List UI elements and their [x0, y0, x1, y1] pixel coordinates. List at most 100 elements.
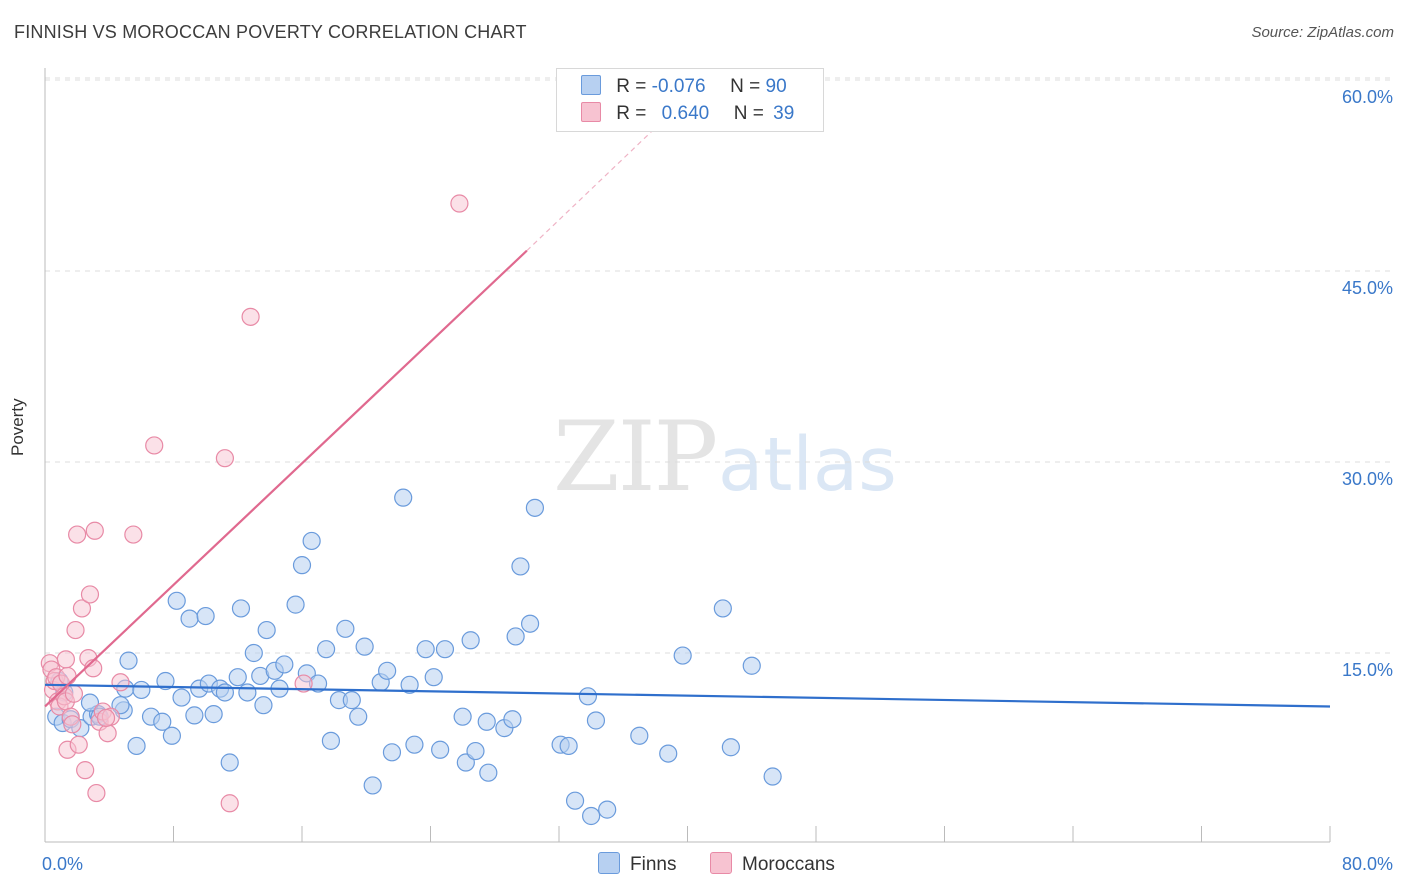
finns-r-value: -0.076: [651, 76, 706, 97]
legend-item-moroccans[interactable]: Moroccans: [710, 852, 835, 876]
finns-point: [156, 671, 175, 691]
moroccans-point: [68, 525, 87, 544]
moroccans-point: [85, 521, 104, 540]
finns-point: [244, 643, 263, 663]
moroccans-point: [111, 673, 130, 692]
moroccans-trend-extension: [526, 130, 653, 252]
finns-trend-line: [44, 683, 1331, 708]
finns-point: [394, 488, 413, 507]
finns-point: [405, 735, 424, 754]
moroccans-legend-swatch: [710, 852, 732, 874]
moroccans-point: [96, 708, 116, 728]
moroccans-point: [98, 724, 117, 743]
finns-point: [231, 599, 251, 618]
finns-point: [763, 767, 782, 786]
moroccans-point: [63, 715, 82, 734]
finns-r-label: R =: [616, 76, 647, 97]
finns-point: [196, 606, 215, 626]
finns-point: [630, 726, 649, 745]
finns-point: [453, 707, 472, 726]
moroccans-point: [220, 794, 239, 813]
finns-point: [659, 744, 678, 763]
finns-point: [503, 710, 522, 729]
finns-point: [461, 631, 480, 650]
watermark: ZIP atlas: [553, 401, 897, 513]
finns-point: [400, 675, 419, 694]
finns-point: [204, 705, 223, 724]
finns-point: [228, 668, 247, 687]
finns-point: [162, 726, 181, 745]
finns-point: [355, 637, 374, 656]
finns-point: [132, 680, 151, 700]
finns-point: [238, 683, 257, 702]
moroccans-point: [66, 620, 85, 640]
moroccans-point: [64, 684, 84, 703]
finns-n-value: 90: [765, 76, 787, 97]
finns-point: [316, 640, 336, 659]
finns-point: [185, 706, 204, 725]
moroccans-point: [80, 585, 100, 604]
finns-point: [153, 712, 172, 731]
finns-point: [292, 556, 312, 575]
finns-point: [565, 791, 585, 810]
source-note: Source: ZipAtlas.com: [1251, 24, 1394, 41]
legend-row-finns: R = -0.076 N = 90: [581, 75, 787, 99]
moroccans-point: [58, 666, 77, 686]
finns-point: [742, 656, 761, 675]
finns-point: [302, 531, 321, 551]
finns-legend-swatch: [598, 852, 620, 874]
finns-point: [578, 687, 598, 706]
moroccans-n-value: 39: [773, 103, 795, 124]
finns-point: [511, 557, 530, 576]
moroccans-point: [241, 307, 260, 326]
moroccans-point: [87, 783, 106, 803]
finns-point: [586, 711, 606, 730]
finns-point: [336, 619, 355, 638]
moroccans-legend-label: Moroccans: [742, 854, 835, 875]
finns-point: [382, 743, 402, 762]
finns-point: [254, 696, 273, 715]
moroccans-trend-line: [44, 249, 528, 708]
finns-point: [598, 800, 617, 819]
series-legend: Finns Moroccans: [0, 852, 1406, 878]
finns-point: [673, 646, 692, 665]
finns-point: [435, 640, 455, 659]
moroccans-point: [215, 449, 234, 468]
finns-point: [172, 688, 191, 707]
finns-point: [520, 614, 540, 633]
chart-title: FINNISH VS MOROCCAN POVERTY CORRELATION …: [14, 22, 527, 42]
finns-point: [424, 668, 443, 687]
finns-point: [477, 712, 496, 731]
finns-point: [559, 736, 578, 756]
y-tick-label: 45.0%: [1342, 278, 1393, 298]
x-tick-label: 0.0%: [42, 854, 83, 874]
finns-point: [342, 691, 361, 710]
finns-point: [119, 651, 138, 670]
moroccans-r-label: R =: [616, 103, 647, 124]
finns-point: [582, 806, 601, 826]
finns-point: [378, 661, 397, 680]
finns-point: [257, 620, 276, 640]
finns-legend-label: Finns: [630, 854, 677, 875]
moroccans-point: [294, 674, 313, 693]
finns-n-label: N =: [730, 76, 761, 97]
moroccans-point: [124, 525, 143, 544]
finns-point: [80, 693, 100, 712]
moroccans-point: [56, 650, 75, 669]
moroccans-point: [76, 761, 95, 780]
moroccans-point: [450, 194, 469, 213]
moroccans-point: [145, 436, 164, 455]
legend-item-finns[interactable]: Finns: [598, 852, 676, 876]
finns-point: [321, 731, 341, 750]
finns-point: [479, 763, 498, 782]
finns-point: [525, 498, 545, 517]
watermark-atlas: atlas: [718, 422, 897, 508]
moroccans-swatch: [581, 102, 601, 122]
y-tick-label: 15.0%: [1342, 660, 1393, 680]
finns-point: [466, 741, 485, 761]
correlation-legend: R = -0.076 N = 90 R = 0.640 N = 39: [556, 68, 824, 132]
watermark-zip: ZIP: [553, 401, 716, 513]
finns-point: [127, 736, 146, 756]
finns-point: [416, 640, 435, 659]
